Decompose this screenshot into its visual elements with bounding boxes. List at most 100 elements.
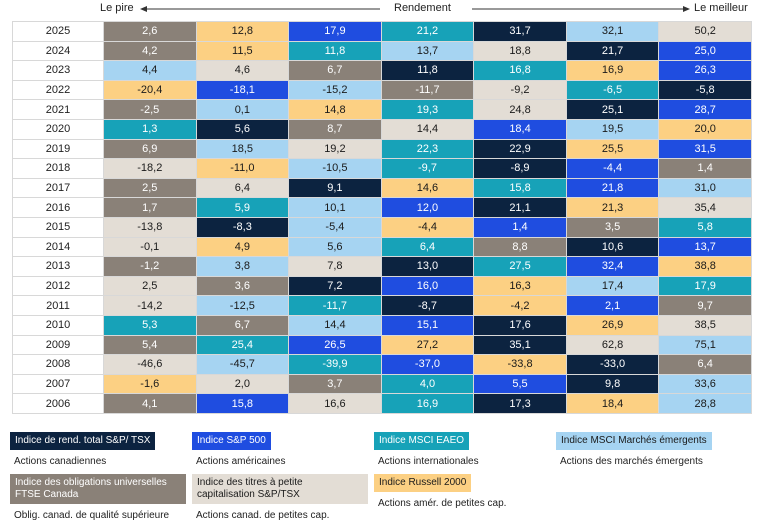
legend-description: Actions canadiennes [14,456,107,467]
return-cell: 19,3 [380,99,475,120]
table-row: 2008 -46,6 -45,7 -39,9 -37,0 -33,8 -33,0 6,4 [12,354,752,375]
legend-name: Indice MSCI EAEO [374,432,470,450]
return-cell: 25,0 [658,40,752,62]
return-cell: 21,7 [565,40,660,62]
return-cell: -37,0 [380,354,475,375]
return-cell: -33,8 [473,354,567,375]
return-cell: -18,2 [103,158,197,179]
legend-description: Actions canad. de petites cap. [196,510,330,521]
table-row: 2017 2,5 6,4 9,1 14,6 15,8 21,8 31,0 [12,177,752,199]
return-cell: 22,3 [380,138,475,160]
year-cell: 2024 [12,40,104,62]
return-cell: -12,5 [195,295,290,316]
return-cell: 35,4 [658,197,752,218]
return-cell: -5,8 [658,79,752,101]
return-cell: 6,7 [195,314,290,336]
return-cell: 3,7 [288,373,382,395]
table-row: 2011 -14,2 -12,5 -11,7 -8,7 -4,2 2,1 9,7 [12,295,752,316]
return-cell: 5,4 [103,334,197,356]
return-cell: -8,3 [195,216,290,238]
return-cell: 17,3 [473,393,567,414]
table-row: 2013 -1,2 3,8 7,8 13,0 27,5 32,4 38,8 [12,256,752,277]
legend-description: Actions des marchés émergents [560,456,703,467]
worst-label: Le pire [100,2,134,14]
return-cell: 26,9 [565,314,660,336]
return-cell: 11,5 [195,40,290,62]
return-cell: -33,0 [565,354,660,375]
legend-name: Indice des titres à petite capitalisatio… [192,474,368,504]
legend-name: Indice S&P 500 [192,432,271,450]
return-cell: 26,5 [288,334,382,356]
return-cell: -8,7 [380,295,475,316]
return-cell: 21,8 [565,177,660,199]
return-cell: 7,2 [288,275,382,297]
table-row: 2020 1,3 5,6 8,7 14,4 18,4 19,5 20,0 [12,118,752,140]
return-cell: -0,1 [103,236,197,258]
year-cell: 2011 [12,295,104,316]
return-cell: 18,8 [473,40,567,62]
returns-table: 2025 2,6 12,8 17,9 21,2 31,7 32,1 50,2 2024 4,2 11… [12,21,752,414]
table-row: 2018 -18,2 -11,0 -10,5 -9,7 -8,9 -4,4 1,4 [12,158,752,179]
return-cell: 10,1 [288,197,382,218]
table-row: 2010 5,3 6,7 14,4 15,1 17,6 26,9 38,5 [12,314,752,336]
legend-description: Actions internationales [378,456,479,467]
legend-item: Indice Russell 2000 Actions amér. de peti… [374,474,550,509]
return-cell: 10,6 [565,236,660,258]
return-cell: 1,3 [103,118,197,140]
return-cell: 2,6 [103,21,197,42]
legend-name: Indice MSCI Marchés émergents [556,432,712,450]
return-cell: 24,8 [473,99,567,120]
return-cell: 2,0 [195,373,290,395]
table-row: 2006 4,1 15,8 16,6 16,9 17,3 18,4 28,8 [12,393,752,414]
return-cell: 28,8 [658,393,752,414]
year-cell: 2008 [12,354,104,375]
return-cell: 38,5 [658,314,752,336]
return-cell: 1,4 [658,158,752,179]
return-cell: 16,0 [380,275,475,297]
year-cell: 2006 [12,393,104,414]
return-cell: 15,8 [195,393,290,414]
return-cell: 5,8 [658,216,752,238]
return-cell: 21,1 [473,197,567,218]
year-cell: 2018 [12,158,104,179]
return-cell: 5,6 [195,118,290,140]
year-cell: 2016 [12,197,104,218]
return-cell: 8,7 [288,118,382,140]
return-cell: -15,2 [288,79,382,101]
table-row: 2025 2,6 12,8 17,9 21,2 31,7 32,1 50,2 [12,21,752,42]
return-cell: 35,1 [473,334,567,356]
return-cell: 5,6 [288,236,382,258]
return-cell: 16,6 [288,393,382,414]
legend-name: Indice Russell 2000 [374,474,472,492]
table-row: 2022 -20,4 -18,1 -15,2 -11,7 -9,2 -6,5 -5,8 [12,79,752,101]
return-cell: 13,7 [658,236,752,258]
legend-item: Indice des titres à petite capitalisatio… [192,474,368,521]
year-cell: 2007 [12,373,104,395]
return-cell: 9,7 [658,295,752,316]
return-cell: -2,5 [103,99,197,120]
return-cell: 21,2 [380,21,475,42]
return-cell: 15,8 [473,177,567,199]
return-cell: 22,9 [473,138,567,160]
return-cell: 8,8 [473,236,567,258]
table-row: 2012 2,5 3,6 7,2 16,0 16,3 17,4 17,9 [12,275,752,297]
return-cell: -46,6 [103,354,197,375]
return-cell: 18,4 [473,118,567,140]
return-cell: -4,2 [473,295,567,316]
year-cell: 2009 [12,334,104,356]
table-row: 2016 1,7 5,9 10,1 12,0 21,1 21,3 35,4 [12,197,752,218]
return-cell: 5,3 [103,314,197,336]
table-row: 2014 -0,1 4,9 5,6 6,4 8,8 10,6 13,7 [12,236,752,258]
legend-item: Indice de rend. total S&P/ TSX Actions ca… [10,432,186,467]
table-row: 2019 6,9 18,5 19,2 22,3 22,9 25,5 31,5 [12,138,752,160]
return-cell: 3,6 [195,275,290,297]
legend-item: Indice MSCI EAEO Actions internationales [374,432,550,467]
best-label: Le meilleur [694,2,748,14]
return-cell: 2,1 [565,295,660,316]
return-cell: 6,4 [195,177,290,199]
return-cell: 9,8 [565,373,660,395]
return-cell: 7,8 [288,256,382,277]
return-cell: -14,2 [103,295,197,316]
return-cell: 14,6 [380,177,475,199]
